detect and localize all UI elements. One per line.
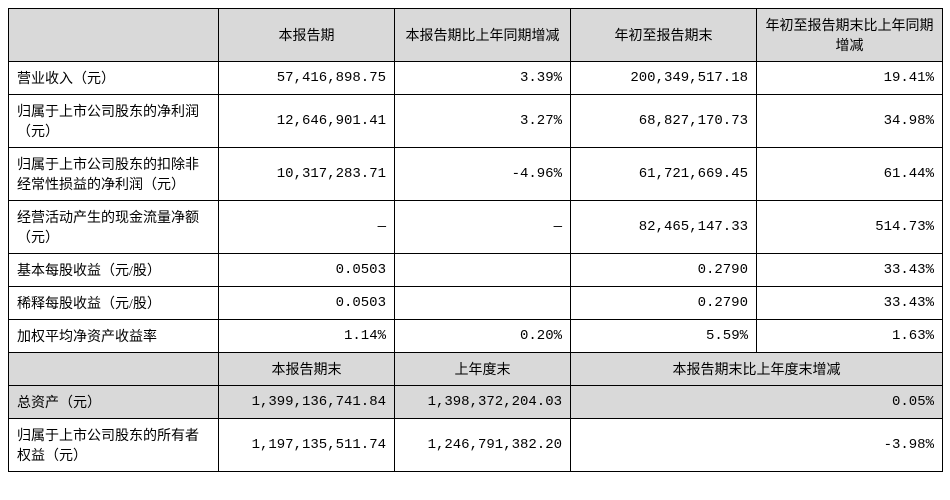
cell: 1.63%	[757, 320, 943, 353]
cell: 514.73%	[757, 201, 943, 254]
row-label: 营业收入（元）	[9, 62, 219, 95]
table-row: 归属于上市公司股东的净利润（元） 12,646,901.41 3.27% 68,…	[9, 95, 943, 148]
subheader-1: 本报告期末	[219, 353, 395, 386]
col-header-1: 本报告期	[219, 9, 395, 62]
table-row: 总资产（元） 1,399,136,741.84 1,398,372,204.03…	[9, 386, 943, 419]
row-label: 总资产（元）	[9, 386, 219, 419]
cell	[395, 287, 571, 320]
cell: 0.2790	[571, 287, 757, 320]
cell: 0.0503	[219, 287, 395, 320]
cell: 0.0503	[219, 254, 395, 287]
subheader-blank	[9, 353, 219, 386]
cell: 0.2790	[571, 254, 757, 287]
cell: 33.43%	[757, 287, 943, 320]
cell: 19.41%	[757, 62, 943, 95]
cell: 1,399,136,741.84	[219, 386, 395, 419]
cell: 5.59%	[571, 320, 757, 353]
cell	[395, 254, 571, 287]
col-header-4: 年初至报告期末比上年同期增减	[757, 9, 943, 62]
table-row: 基本每股收益（元/股） 0.0503 0.2790 33.43%	[9, 254, 943, 287]
row-label: 归属于上市公司股东的净利润（元）	[9, 95, 219, 148]
cell: 0.05%	[571, 386, 943, 419]
financial-table: 本报告期 本报告期比上年同期增减 年初至报告期末 年初至报告期末比上年同期增减 …	[8, 8, 943, 472]
cell: 1.14%	[219, 320, 395, 353]
subheader-3: 本报告期末比上年度末增减	[571, 353, 943, 386]
col-header-2: 本报告期比上年同期增减	[395, 9, 571, 62]
cell: -3.98%	[571, 419, 943, 472]
table-row: 归属于上市公司股东的所有者权益（元） 1,197,135,511.74 1,24…	[9, 419, 943, 472]
cell: 3.27%	[395, 95, 571, 148]
cell: —	[395, 201, 571, 254]
cell: 57,416,898.75	[219, 62, 395, 95]
cell: 3.39%	[395, 62, 571, 95]
cell: 200,349,517.18	[571, 62, 757, 95]
table-row: 稀释每股收益（元/股） 0.0503 0.2790 33.43%	[9, 287, 943, 320]
table-row: 经营活动产生的现金流量净额（元） — — 82,465,147.33 514.7…	[9, 201, 943, 254]
cell: -4.96%	[395, 148, 571, 201]
cell: 1,197,135,511.74	[219, 419, 395, 472]
col-header-blank	[9, 9, 219, 62]
table-row: 归属于上市公司股东的扣除非经常性损益的净利润（元） 10,317,283.71 …	[9, 148, 943, 201]
subheader-2: 上年度末	[395, 353, 571, 386]
cell: 1,398,372,204.03	[395, 386, 571, 419]
table-subheader-row: 本报告期末 上年度末 本报告期末比上年度末增减	[9, 353, 943, 386]
table-row: 营业收入（元） 57,416,898.75 3.39% 200,349,517.…	[9, 62, 943, 95]
cell: 82,465,147.33	[571, 201, 757, 254]
cell: 61.44%	[757, 148, 943, 201]
table-header-row: 本报告期 本报告期比上年同期增减 年初至报告期末 年初至报告期末比上年同期增减	[9, 9, 943, 62]
row-label: 经营活动产生的现金流量净额（元）	[9, 201, 219, 254]
cell: 12,646,901.41	[219, 95, 395, 148]
cell: 10,317,283.71	[219, 148, 395, 201]
row-label: 归属于上市公司股东的扣除非经常性损益的净利润（元）	[9, 148, 219, 201]
col-header-3: 年初至报告期末	[571, 9, 757, 62]
cell: 68,827,170.73	[571, 95, 757, 148]
row-label: 加权平均净资产收益率	[9, 320, 219, 353]
cell: 1,246,791,382.20	[395, 419, 571, 472]
cell: 61,721,669.45	[571, 148, 757, 201]
cell: 34.98%	[757, 95, 943, 148]
row-label: 稀释每股收益（元/股）	[9, 287, 219, 320]
row-label: 基本每股收益（元/股）	[9, 254, 219, 287]
cell: 33.43%	[757, 254, 943, 287]
row-label: 归属于上市公司股东的所有者权益（元）	[9, 419, 219, 472]
table-row: 加权平均净资产收益率 1.14% 0.20% 5.59% 1.63%	[9, 320, 943, 353]
cell: 0.20%	[395, 320, 571, 353]
cell: —	[219, 201, 395, 254]
